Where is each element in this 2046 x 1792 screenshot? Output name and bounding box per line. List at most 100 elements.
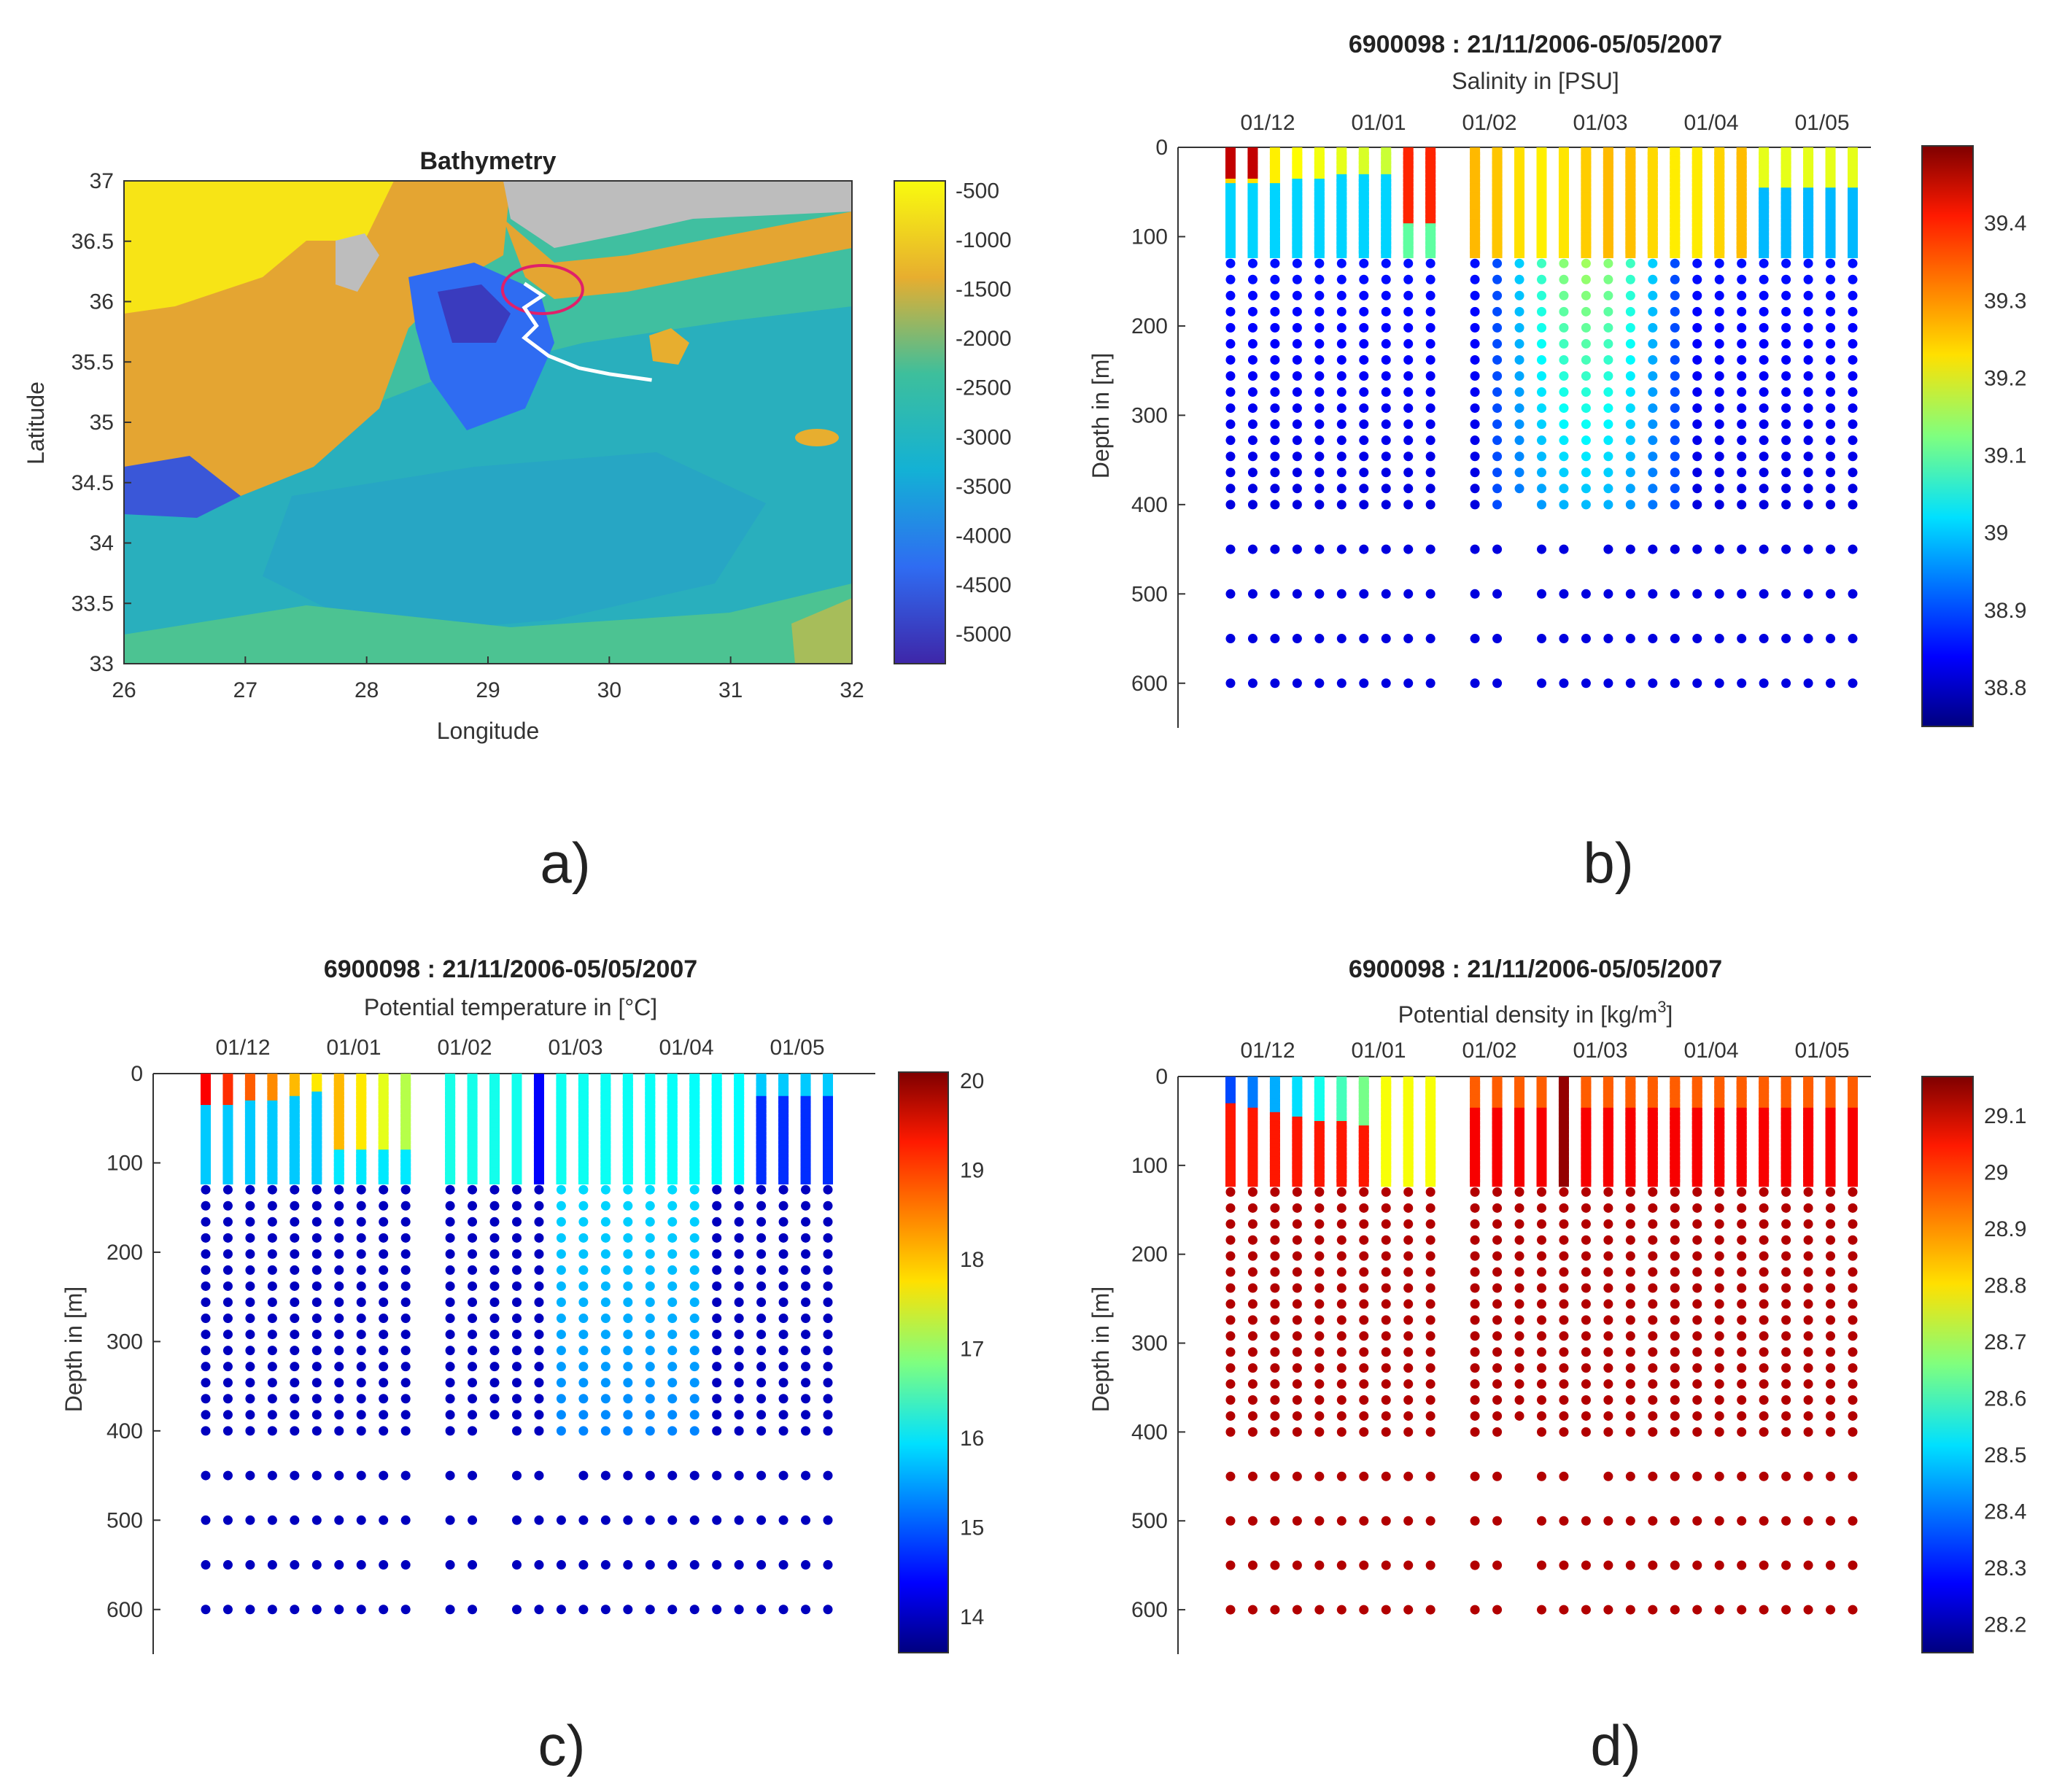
profile-mark bbox=[1670, 201, 1681, 209]
profile-mark bbox=[311, 1074, 322, 1082]
profile-mark bbox=[489, 1145, 500, 1154]
profile-mark bbox=[778, 1127, 789, 1136]
profile-mark bbox=[356, 1118, 367, 1127]
profile-mark bbox=[1314, 1156, 1325, 1165]
profile-point bbox=[356, 1201, 366, 1211]
profile-mark bbox=[1714, 152, 1725, 160]
profile-mark bbox=[645, 1149, 656, 1158]
profile-point bbox=[1781, 1395, 1791, 1405]
profile-mark bbox=[1714, 183, 1725, 192]
panel-d: 6900098 : 21/11/2006-05/05/2007 Potentia… bbox=[1088, 955, 2026, 1777]
profile-mark bbox=[578, 1104, 589, 1113]
profile-mark bbox=[578, 1176, 589, 1184]
profile-mark bbox=[1692, 1085, 1702, 1094]
profile-mark bbox=[1470, 147, 1481, 156]
profile-mark bbox=[267, 1114, 278, 1122]
profile-mark bbox=[1803, 1085, 1814, 1094]
profile-point bbox=[1581, 403, 1591, 414]
profile-mark bbox=[1825, 1081, 1836, 1090]
profile-point bbox=[1292, 306, 1302, 317]
profile-mark bbox=[1292, 1170, 1303, 1179]
profile-mark bbox=[756, 1109, 767, 1118]
profile-mark bbox=[1425, 1143, 1436, 1152]
profile-mark bbox=[1470, 214, 1481, 222]
profile-mark bbox=[1647, 192, 1658, 201]
profile-point bbox=[1492, 589, 1503, 599]
profile-mark bbox=[1403, 1090, 1414, 1098]
profile-point bbox=[1648, 1315, 1658, 1325]
profile-mark bbox=[1647, 1139, 1658, 1147]
profile-point bbox=[623, 1217, 633, 1227]
profile-mark bbox=[1292, 192, 1303, 201]
profile-mark bbox=[1314, 1130, 1325, 1139]
profile-mark bbox=[533, 1176, 544, 1184]
profile-mark bbox=[356, 1154, 367, 1163]
map-turkey-coast-band bbox=[503, 212, 852, 299]
map-shallow-yellow bbox=[124, 181, 394, 314]
profile-mark bbox=[1470, 1107, 1481, 1116]
profile-point bbox=[645, 1314, 655, 1324]
profile-point bbox=[712, 1233, 722, 1243]
profile-mark bbox=[1714, 156, 1725, 165]
profile-mark bbox=[311, 1122, 322, 1131]
profile-mark bbox=[1314, 245, 1325, 254]
profile-mark bbox=[711, 1095, 722, 1104]
profile-mark bbox=[1381, 174, 1392, 182]
profile-mark bbox=[1558, 152, 1569, 160]
profile-mark bbox=[667, 1074, 678, 1082]
profile-mark bbox=[1647, 1174, 1658, 1183]
profile-mark bbox=[1825, 228, 1836, 236]
profile-point bbox=[1759, 1331, 1769, 1341]
profile-mark bbox=[1558, 1112, 1569, 1120]
profile-mark bbox=[1314, 1179, 1325, 1187]
colorbar-label: 29.1 bbox=[1984, 1104, 2026, 1128]
profile-point bbox=[1648, 274, 1658, 284]
profile-mark bbox=[1269, 1139, 1280, 1147]
profile-mark bbox=[333, 1074, 344, 1082]
profile-point bbox=[1492, 1516, 1503, 1526]
profile-mark bbox=[1425, 205, 1436, 214]
profile-mark bbox=[1670, 1103, 1681, 1112]
profile-point bbox=[1225, 1379, 1236, 1389]
profile-mark bbox=[489, 1118, 500, 1127]
profile-point bbox=[1470, 371, 1480, 381]
profile-mark bbox=[222, 1104, 233, 1113]
profile-point bbox=[1625, 1283, 1635, 1293]
profile-mark bbox=[734, 1163, 745, 1171]
profile-mark bbox=[1692, 1090, 1702, 1098]
profile-mark bbox=[1780, 1179, 1791, 1187]
profile-mark bbox=[1647, 1143, 1658, 1152]
profile-mark bbox=[1736, 1174, 1747, 1183]
profile-point bbox=[778, 1281, 788, 1291]
profile-mark bbox=[511, 1140, 522, 1149]
profile-point bbox=[1648, 468, 1658, 478]
profile-mark bbox=[489, 1114, 500, 1122]
profile-point bbox=[1314, 1427, 1325, 1437]
profile-point bbox=[1425, 1347, 1435, 1357]
profile-point bbox=[623, 1201, 633, 1211]
profile-mark bbox=[1759, 1077, 1770, 1085]
profile-mark bbox=[756, 1118, 767, 1127]
profile-point bbox=[734, 1378, 744, 1388]
profile-mark bbox=[244, 1145, 255, 1154]
profile-point bbox=[1537, 403, 1546, 414]
profile-point bbox=[734, 1217, 744, 1227]
profile-point bbox=[1225, 1315, 1236, 1325]
profile-point bbox=[1692, 1427, 1702, 1437]
profile-mark bbox=[1581, 165, 1592, 174]
profile-mark bbox=[1536, 1143, 1547, 1152]
profile-mark bbox=[1625, 1147, 1636, 1156]
profile-point bbox=[1492, 1605, 1503, 1615]
profile-point bbox=[1670, 1411, 1680, 1421]
profile-point bbox=[1559, 1267, 1569, 1277]
profile-mark bbox=[600, 1082, 611, 1091]
profile-point bbox=[245, 1330, 255, 1340]
profile-point bbox=[1425, 371, 1435, 381]
profile-mark bbox=[1292, 1174, 1303, 1183]
profile-mark bbox=[1514, 1107, 1525, 1116]
profile-point bbox=[400, 1298, 411, 1308]
profile-point bbox=[1514, 1331, 1524, 1341]
profile-mark bbox=[556, 1109, 567, 1118]
profile-mark bbox=[1647, 232, 1658, 241]
profile-mark bbox=[1670, 245, 1681, 254]
